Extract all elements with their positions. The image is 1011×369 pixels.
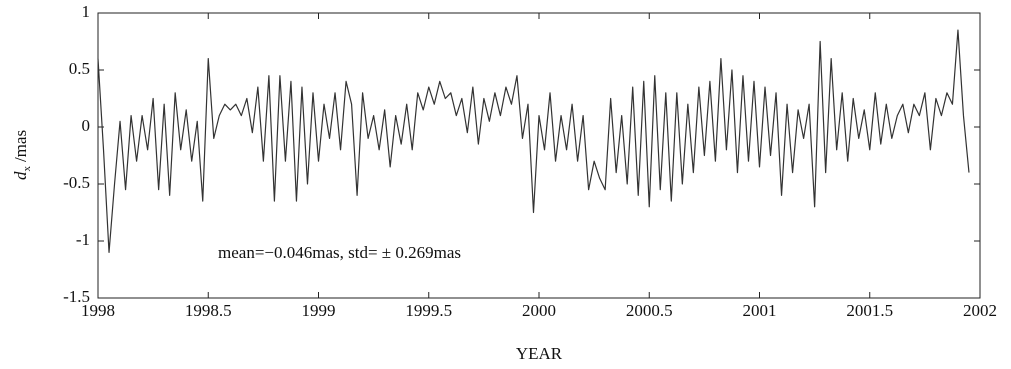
- x-tick-label: 1998: [81, 301, 115, 320]
- x-tick-label: 2001: [743, 301, 777, 320]
- y-tick-label: 0.5: [69, 59, 90, 78]
- x-axis-label: YEAR: [516, 344, 563, 363]
- y-axis-label: dx/mas: [11, 130, 33, 180]
- y-tick-label: -1.5: [63, 287, 90, 306]
- x-tick-label: 2002: [963, 301, 997, 320]
- x-tick-label: 2000.5: [626, 301, 673, 320]
- y-axis-label-sub: x: [21, 166, 33, 172]
- y-tick-label: -1: [76, 230, 90, 249]
- x-tick-label: 1999.5: [405, 301, 452, 320]
- x-tick-label: 1999: [302, 301, 336, 320]
- x-tick-label: 2001.5: [846, 301, 893, 320]
- y-tick-label: 0: [82, 116, 91, 135]
- y-tick-label: -0.5: [63, 173, 90, 192]
- annotation: mean=−0.046mas, std= ± 0.269mas: [218, 243, 461, 262]
- x-tick-label: 2000: [522, 301, 556, 320]
- y-tick-label: 1: [82, 2, 91, 21]
- y-axis-label-main: d: [11, 171, 30, 180]
- y-axis-label-unit: /mas: [11, 130, 30, 162]
- x-tick-label: 1998.5: [185, 301, 232, 320]
- data-line: [97, 29, 970, 253]
